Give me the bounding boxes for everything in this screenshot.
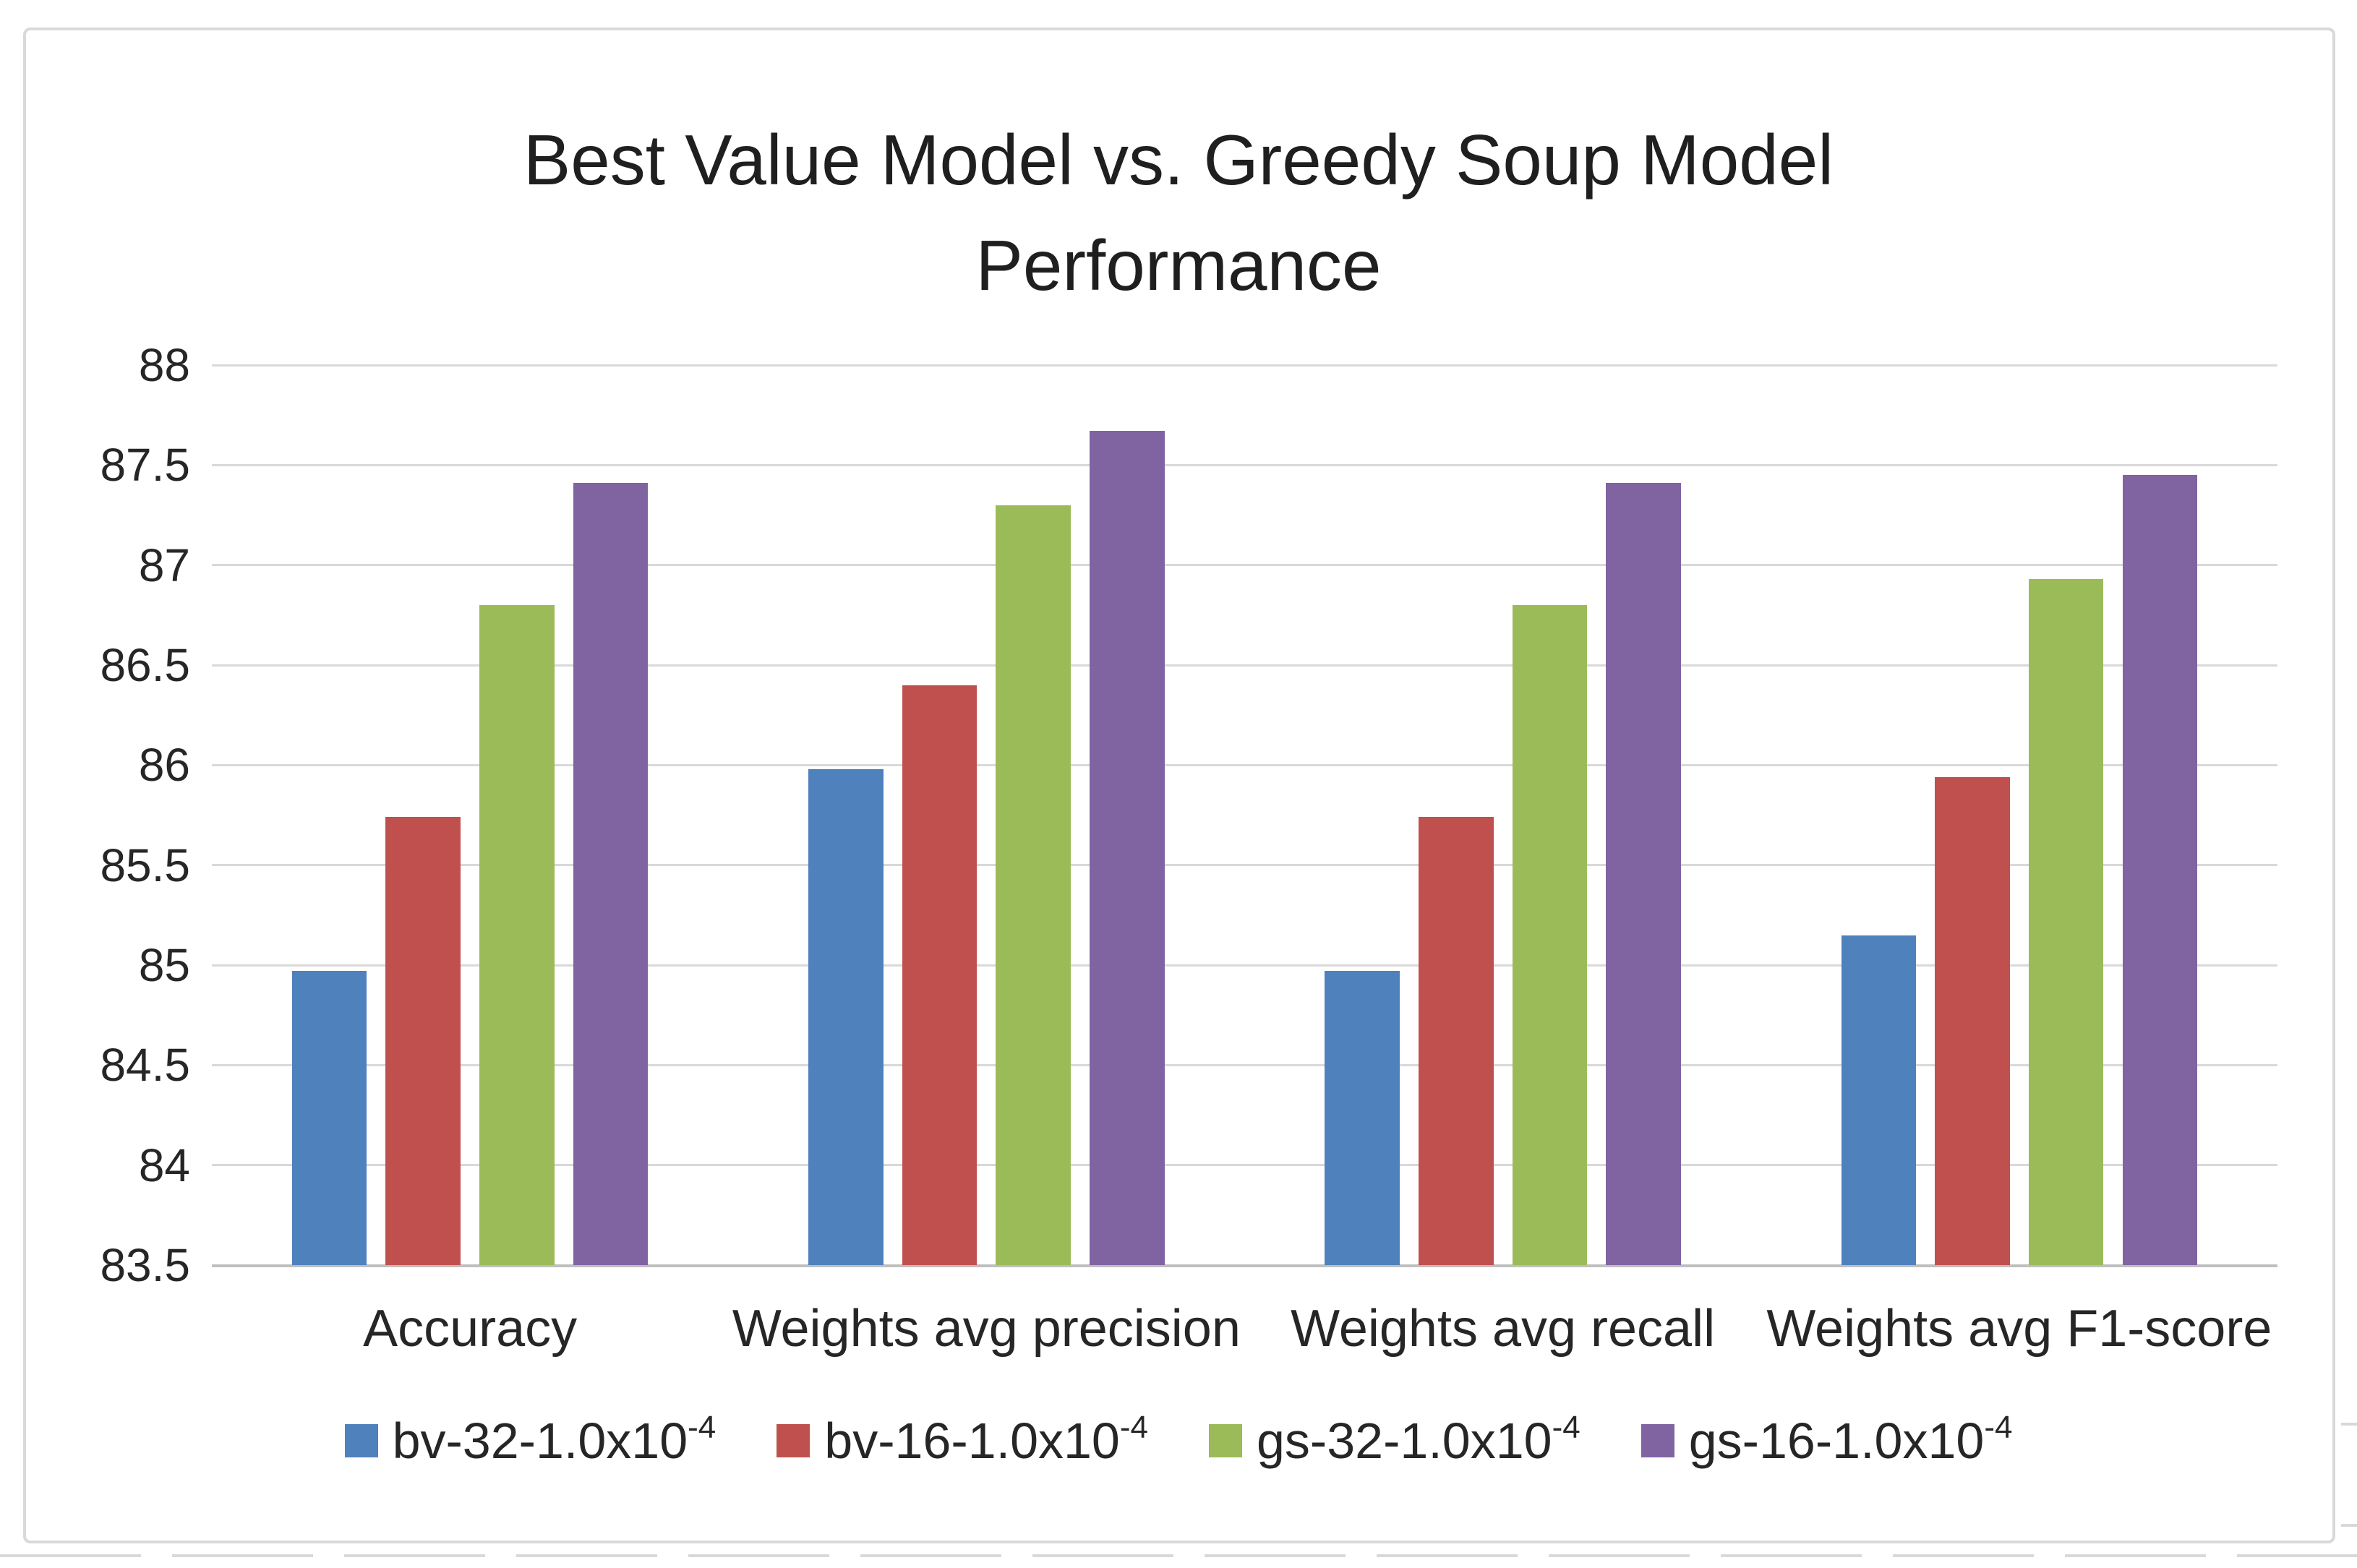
gridline-85.5 <box>212 864 2277 867</box>
gridline-86.5 <box>212 664 2277 667</box>
legend-label: gs-16-1.0x10-4 <box>1688 1409 2013 1469</box>
chart-title-line-1: Best Value Model vs. Greedy Soup Model <box>523 120 1834 200</box>
legend-item-gs-16-1.0x10^-4: gs-16-1.0x10-4 <box>1641 1408 2013 1473</box>
legend-item-bv-16-1.0x10^-4: bv-16-1.0x10-4 <box>777 1408 1148 1473</box>
gridline-84 <box>212 1164 2277 1167</box>
legend-label-exponent: -4 <box>1984 1409 2013 1445</box>
worksheet-gridline-bottom <box>0 1554 2357 1557</box>
y-axis-tick-label: 86.5 <box>100 639 190 691</box>
legend-label: bv-16-1.0x10-4 <box>824 1409 1148 1469</box>
bar-gs-16-1.0x10^-4-Weights avg F1-score <box>2122 475 2198 1265</box>
bar-gs-16-1.0x10^-4-Weights avg recall <box>1606 483 1681 1265</box>
worksheet-gridline-stub <box>2341 1423 2357 1426</box>
bar-gs-32-1.0x10^-4-Weights avg precision <box>996 505 1071 1265</box>
y-axis-tick-label: 87.5 <box>100 439 190 492</box>
gridline-87 <box>212 564 2277 567</box>
bar-gs-32-1.0x10^-4-Weights avg F1-score <box>2028 579 2104 1265</box>
y-axis-tick-label: 86 <box>138 739 190 792</box>
chart-title-line-2: Performance <box>975 226 1382 305</box>
chart-title: Best Value Model vs. Greedy Soup Model P… <box>0 107 2357 318</box>
bar-bv-16-1.0x10^-4-Weights avg F1-score <box>1935 776 2010 1265</box>
gridline-85 <box>212 964 2277 967</box>
bar-bv-16-1.0x10^-4-Weights avg precision <box>902 685 978 1265</box>
bar-gs-16-1.0x10^-4-Accuracy <box>573 483 649 1265</box>
gridline-86 <box>212 763 2277 766</box>
bar-bv-32-1.0x10^-4-Accuracy <box>291 971 367 1265</box>
legend-label: gs-32-1.0x10-4 <box>1257 1409 1580 1469</box>
x-axis-category-label: Weights avg F1-score <box>1766 1300 2272 1358</box>
legend-item-gs-32-1.0x10^-4: gs-32-1.0x10-4 <box>1209 1408 1580 1473</box>
x-axis-category-label: Weights avg precision <box>732 1300 1241 1358</box>
bar-bv-16-1.0x10^-4-Accuracy <box>385 817 461 1265</box>
gridline-83.5 <box>212 1264 2277 1267</box>
legend-color-swatch-icon <box>1209 1424 1242 1457</box>
y-axis-tick-label: 85 <box>138 939 190 991</box>
bar-bv-32-1.0x10^-4-Weights avg recall <box>1325 971 1400 1265</box>
y-axis-tick-label: 88 <box>138 339 190 391</box>
y-axis-tick-label: 87 <box>138 539 190 591</box>
x-axis-category-label: Weights avg recall <box>1291 1300 1716 1358</box>
gridline-88 <box>212 364 2277 367</box>
y-axis-tick-label: 84.5 <box>100 1039 190 1092</box>
legend-label: bv-32-1.0x10-4 <box>392 1409 716 1469</box>
chart-legend: bv-32-1.0x10-4 bv-16-1.0x10-4 gs-32-1.0x10… <box>0 1408 2357 1473</box>
legend-label-exponent: -4 <box>688 1409 716 1445</box>
legend-color-swatch-icon <box>1641 1424 1674 1457</box>
legend-color-swatch-icon <box>777 1424 810 1457</box>
x-axis-category-label: Accuracy <box>363 1300 578 1358</box>
gridline-87.5 <box>212 463 2277 466</box>
bar-gs-16-1.0x10^-4-Weights avg precision <box>1090 431 1165 1265</box>
y-axis-tick-label: 85.5 <box>100 839 190 891</box>
legend-label-exponent: -4 <box>1119 1409 1148 1445</box>
y-axis-tick-label: 83.5 <box>100 1239 190 1291</box>
bar-bv-16-1.0x10^-4-Weights avg recall <box>1418 817 1494 1265</box>
worksheet-gridline-stub <box>2341 1524 2357 1527</box>
gridline-84.5 <box>212 1063 2277 1066</box>
bar-bv-32-1.0x10^-4-Weights avg F1-score <box>1841 935 1917 1265</box>
bar-gs-32-1.0x10^-4-Accuracy <box>479 605 555 1265</box>
legend-item-bv-32-1.0x10^-4: bv-32-1.0x10-4 <box>344 1408 716 1473</box>
legend-color-swatch-icon <box>344 1424 378 1457</box>
bar-gs-32-1.0x10^-4-Weights avg recall <box>1512 605 1588 1265</box>
bar-bv-32-1.0x10^-4-Weights avg precision <box>808 768 884 1265</box>
legend-label-exponent: -4 <box>1552 1409 1580 1445</box>
y-axis-tick-label: 84 <box>138 1139 190 1191</box>
